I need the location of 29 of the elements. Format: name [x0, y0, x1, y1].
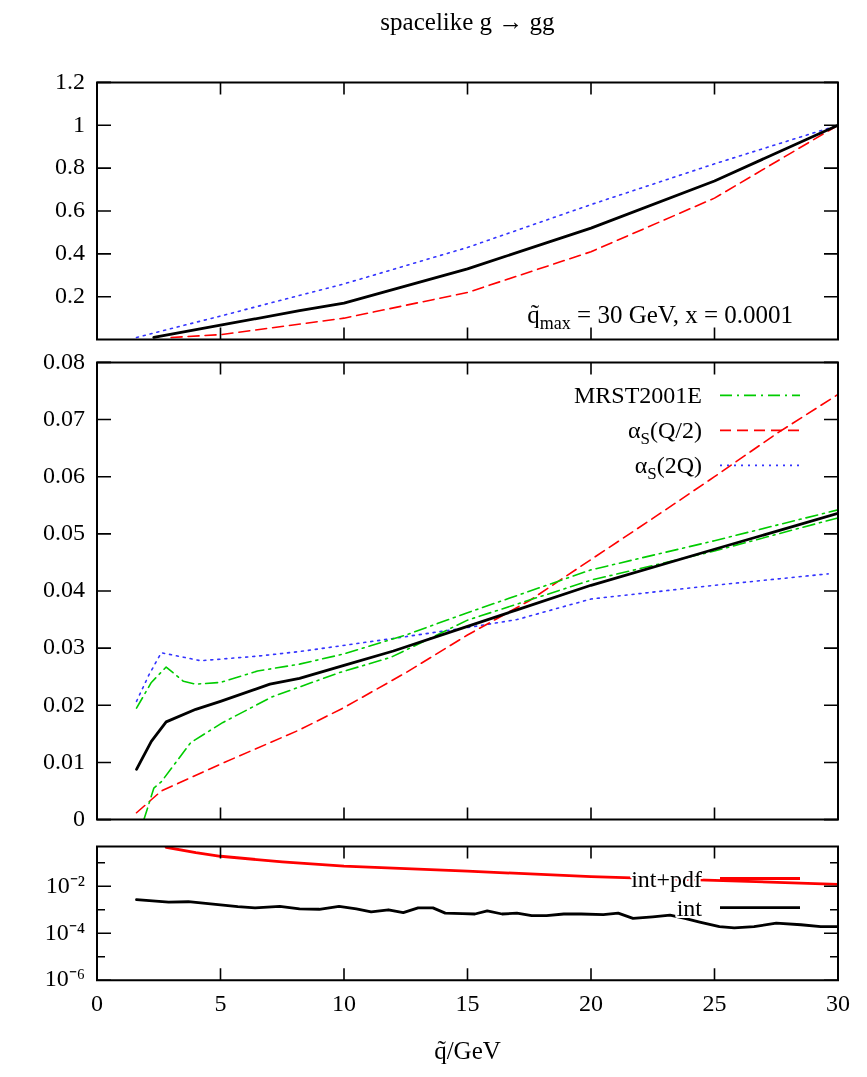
y-tick-label: 10⁻² — [45, 871, 85, 898]
x-tick-label: 25 — [702, 989, 727, 1016]
chart-title: spacelike g → gg — [379, 8, 556, 36]
x-tick-label: 10 — [332, 989, 356, 1016]
y-tick-label: 0.06 — [43, 462, 85, 488]
y-tick-label: 0.04 — [43, 576, 85, 603]
y-tick-label: 0.02 — [43, 690, 85, 717]
y-tick-label: 0.2 — [55, 282, 85, 309]
y-tick-label: 1 — [73, 110, 85, 137]
y-tick-label: 0.08 — [43, 347, 85, 374]
x-tick-label: 20 — [579, 989, 603, 1016]
y-tick-label: 0.03 — [43, 633, 85, 660]
y-tick-label: 10⁻⁴ — [44, 918, 85, 945]
x-tick-label: 15 — [455, 989, 480, 1016]
x-tick-label: 5 — [214, 989, 227, 1016]
y-tick-label: 0.05 — [43, 519, 85, 546]
y-tick-label: 1.2 — [55, 67, 85, 94]
y-tick-label: 10⁻⁶ — [44, 965, 85, 992]
y-tick-label: 0.07 — [43, 404, 85, 431]
y-tick-label: 0 — [73, 804, 85, 831]
y-tick-label: 0.6 — [55, 196, 85, 223]
legend-label: int — [676, 894, 703, 921]
y-tick-label: 0.01 — [43, 747, 85, 774]
x-tick-label: 0 — [91, 989, 103, 1016]
x-tick-label: 30 — [826, 989, 850, 1016]
y-tick-label: 0.8 — [55, 153, 85, 180]
y-tick-label: 0.4 — [55, 239, 85, 266]
legend-label: MRST2001E — [573, 382, 702, 409]
x-axis-title: q̃/GeV — [434, 1036, 501, 1064]
